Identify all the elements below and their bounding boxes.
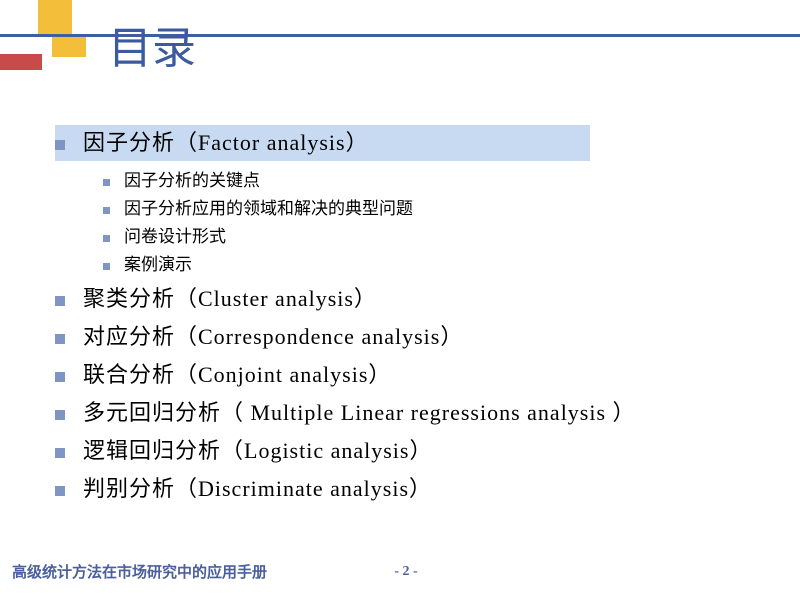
toc-subitem-label: 因子分析应用的领域和解决的典型问题 (124, 195, 413, 223)
toc-subitem-label: 因子分析的关键点 (124, 167, 260, 195)
toc-item-discriminate-analysis: 判别分析（Discriminate analysis） (55, 473, 760, 505)
toc-item-cluster-analysis: 聚类分析（Cluster analysis） (55, 283, 760, 315)
footer-text: 高级统计方法在市场研究中的应用手册 (12, 561, 267, 582)
title-decoration (0, 0, 100, 70)
bullet-icon (55, 486, 65, 496)
slide-footer: 高级统计方法在市场研究中的应用手册 - 2 - (12, 561, 800, 582)
toc-subitem: 因子分析的关键点 (103, 167, 760, 195)
toc-sublist: 因子分析的关键点 因子分析应用的领域和解决的典型问题 问卷设计形式 案例演示 (103, 167, 760, 279)
toc-item-multiple-regression: 多元回归分析（ Multiple Linear regressions anal… (55, 397, 760, 429)
bullet-icon (103, 263, 110, 270)
bullet-icon (55, 410, 65, 420)
bullet-icon (55, 296, 65, 306)
toc-subitem-label: 案例演示 (124, 251, 192, 279)
toc-item-label: 多元回归分析（ Multiple Linear regressions anal… (83, 397, 760, 429)
bullet-icon (55, 448, 65, 458)
toc-item-correspondence-analysis: 对应分析（Correspondence analysis） (55, 321, 760, 353)
toc-item-logistic-analysis: 逻辑回归分析（Logistic analysis） (55, 435, 760, 467)
toc-subitem: 问卷设计形式 (103, 223, 760, 251)
toc-item-conjoint-analysis: 联合分析（Conjoint analysis） (55, 359, 760, 391)
bullet-icon (103, 235, 110, 242)
page-number: - 2 - (394, 564, 417, 580)
bullet-icon (55, 334, 65, 344)
bullet-icon (103, 179, 110, 186)
toc-item-label: 逻辑回归分析（Logistic analysis） (83, 435, 760, 467)
bullet-icon (55, 140, 65, 150)
toc-item-factor-analysis: 因子分析（Factor analysis） (55, 125, 590, 161)
toc-item-label: 联合分析（Conjoint analysis） (83, 359, 760, 391)
toc-item-label: 聚类分析（Cluster analysis） (83, 283, 760, 315)
toc-subitem: 案例演示 (103, 251, 760, 279)
bullet-icon (103, 207, 110, 214)
toc-content: 因子分析（Factor analysis） 因子分析的关键点 因子分析应用的领域… (55, 125, 760, 510)
toc-item-label: 判别分析（Discriminate analysis） (83, 473, 760, 505)
toc-subitem-label: 问卷设计形式 (124, 223, 226, 251)
toc-item-label: 因子分析（Factor analysis） (83, 127, 590, 159)
page-title: 目录 (108, 12, 196, 76)
bullet-icon (55, 372, 65, 382)
toc-item-label: 对应分析（Correspondence analysis） (83, 321, 760, 353)
toc-subitem: 因子分析应用的领域和解决的典型问题 (103, 195, 760, 223)
